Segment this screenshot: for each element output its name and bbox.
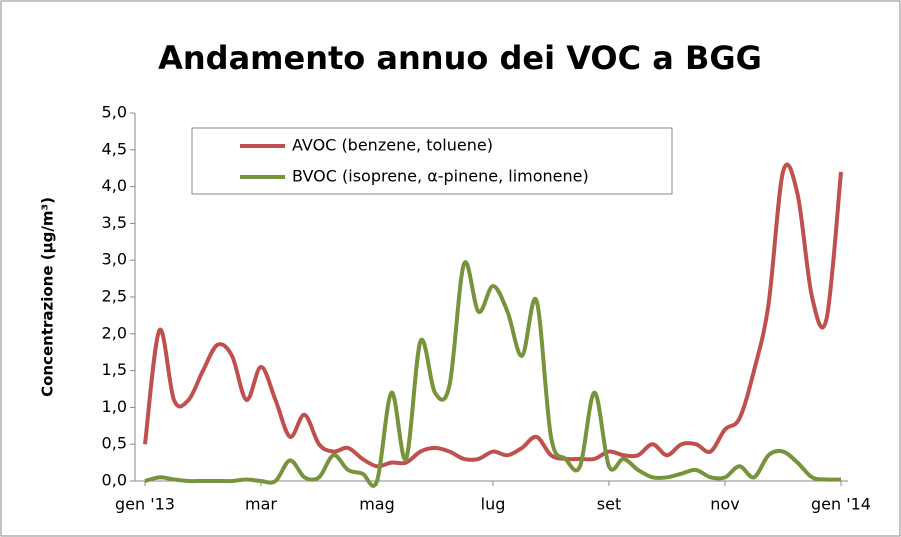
legend xyxy=(191,127,673,195)
y-tick-label: 3,0 xyxy=(102,250,127,269)
legend-label: AVOC (benzene, toluene) xyxy=(292,136,493,155)
y-tick-label: 2,5 xyxy=(102,287,127,306)
x-tick-label: set xyxy=(597,495,621,514)
y-tick-label: 4,5 xyxy=(102,139,127,158)
y-tick-label: 0,0 xyxy=(102,471,127,490)
series-line xyxy=(144,260,842,488)
x-tick-label: mag xyxy=(359,495,395,514)
y-tick-label: 5,0 xyxy=(102,103,127,122)
y-tick-label: 1,5 xyxy=(102,360,127,379)
y-tick-label: 3,5 xyxy=(102,213,127,232)
y-tick-label: 2,0 xyxy=(102,323,127,342)
y-axis-title: Concentrazione (µg/m³) xyxy=(39,197,57,397)
x-tick-label: gen '13 xyxy=(115,495,175,514)
legend-label: BVOC (isoprene, α-pinene, limonene) xyxy=(292,167,589,186)
chart-title: Andamento annuo dei VOC a BGG xyxy=(158,39,762,77)
x-tick-label: lug xyxy=(481,495,506,514)
y-tick-label: 4,0 xyxy=(102,176,127,195)
x-tick-label: nov xyxy=(710,495,739,514)
x-tick-label: mar xyxy=(245,495,277,514)
x-tick-label: gen '14 xyxy=(811,495,871,514)
y-tick-label: 0,5 xyxy=(102,434,127,453)
series-line xyxy=(143,162,843,469)
y-tick-label: 1,0 xyxy=(102,397,127,416)
